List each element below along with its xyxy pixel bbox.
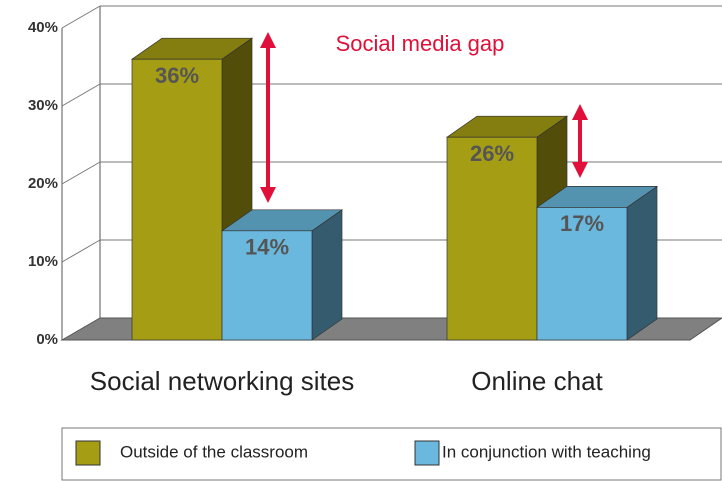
annotation: Social media gap (336, 31, 505, 56)
grid-line (61, 161, 101, 185)
bar (220, 209, 344, 341)
y-tick-label: 30% (28, 97, 58, 114)
y-tick-label: 20% (28, 175, 58, 192)
bar-front (446, 136, 538, 341)
value-label: 26% (470, 141, 514, 166)
bar (535, 185, 659, 341)
value-label: 36% (155, 63, 199, 88)
bar-side (311, 209, 343, 341)
bars: Social networking sites 36% 14% Online chat… (90, 37, 659, 396)
grid-line (61, 239, 101, 263)
x-tick-label: Online chat (471, 366, 603, 396)
legend-items: Outside of the classroom In conjunction w… (75, 440, 651, 466)
grid-line (61, 5, 101, 29)
legend (61, 427, 722, 481)
bar-front (131, 58, 223, 341)
y-tick-label: 0% (36, 331, 58, 348)
value-label: 14% (245, 235, 289, 260)
x-tick-label: Social networking sites (90, 366, 354, 396)
legend-label: Outside of the classroom (120, 442, 308, 461)
grid-line (61, 83, 101, 107)
legend-label: In conjunction with teaching (442, 442, 651, 461)
y-tick-label: 10% (28, 253, 58, 270)
bar-side (626, 185, 658, 341)
value-label: 17% (560, 211, 604, 236)
legend-swatch (75, 440, 101, 466)
bar-front (221, 230, 313, 341)
legend-swatch (414, 440, 440, 466)
y-tick-label: 40% (28, 19, 58, 36)
bar-front (536, 207, 628, 341)
